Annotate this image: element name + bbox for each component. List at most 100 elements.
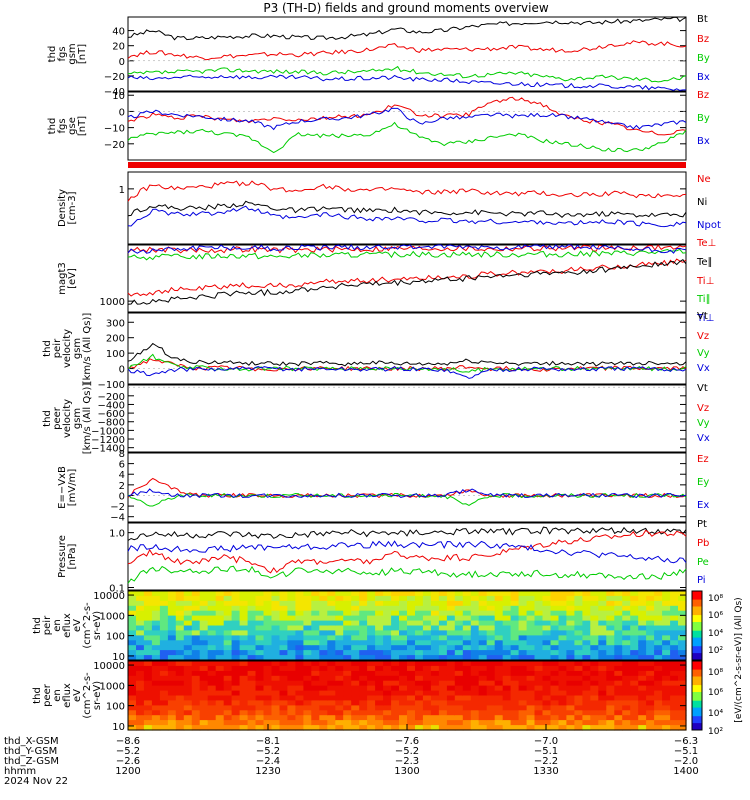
- spectrogram-cell: [351, 610, 360, 617]
- spectrogram-cell: [415, 630, 424, 636]
- spectrogram-cell: [159, 591, 169, 597]
- spectrogram-cell: [638, 695, 647, 701]
- spectrogram-cell: [231, 715, 241, 721]
- spectrogram-cell: [303, 670, 312, 677]
- spectrogram-cell: [654, 630, 663, 636]
- spectrogram-cell: [670, 640, 679, 646]
- spectrogram-cell: [446, 650, 456, 656]
- spectrogram-cell: [630, 670, 639, 677]
- spectrogram-cell: [351, 650, 360, 656]
- spectrogram-cell: [311, 725, 320, 731]
- spectrogram-cell: [151, 710, 161, 716]
- spectrogram-cell: [582, 680, 591, 687]
- spectrogram-cell: [311, 675, 320, 682]
- spectrogram-cell: [128, 670, 137, 677]
- spectrogram-cell: [399, 595, 408, 602]
- spectrogram-cell: [359, 665, 368, 672]
- spectrogram-cell: [502, 685, 512, 692]
- spectrogram-cell: [614, 595, 623, 602]
- spectrogram-cell: [359, 720, 368, 726]
- spectrogram-cell: [654, 615, 663, 622]
- spectrogram-cell: [335, 645, 344, 651]
- colorbar-swatch-peir: [692, 644, 702, 647]
- spectrogram-cell: [438, 640, 448, 646]
- spectrogram-cell: [558, 645, 568, 651]
- spectrogram-cell: [407, 645, 416, 651]
- spectrogram-cell: [422, 710, 432, 716]
- spectrogram-cell: [375, 605, 384, 612]
- spectrogram-cell: [622, 635, 631, 641]
- spectrogram-cell: [614, 661, 623, 667]
- spectrogram-cell: [359, 700, 368, 706]
- spectrogram-cell: [287, 710, 296, 716]
- spectrogram-cell: [239, 675, 249, 682]
- spectrogram-cell: [351, 625, 360, 631]
- spectrogram-cell: [494, 690, 504, 697]
- spectrogram-cell: [526, 655, 536, 661]
- spectrogram-cell: [383, 605, 392, 612]
- spectrogram-cell: [263, 625, 273, 631]
- spectrogram-cell: [191, 680, 201, 687]
- legend-density-2: Npot: [697, 220, 721, 231]
- spectrogram-cell: [287, 650, 296, 656]
- spectrogram-cell: [159, 710, 169, 716]
- spectrogram-cell: [622, 640, 631, 646]
- legend-efield-1: Ey: [697, 477, 709, 488]
- spectrogram-cell: [287, 625, 296, 631]
- spectrogram-cell: [566, 591, 575, 597]
- spectrogram-cell: [295, 610, 304, 617]
- y-axis-label: (cm^2-s-: [82, 602, 93, 649]
- y-axis-label: gsm: [72, 338, 83, 359]
- spectrogram-cell: [247, 685, 257, 692]
- spectrogram-cell: [391, 650, 400, 656]
- spectrogram-cell: [247, 595, 257, 602]
- spectrogram-cell: [359, 690, 368, 697]
- spectrogram-cell: [614, 670, 623, 677]
- spectrogram-cell: [271, 591, 281, 597]
- spectrogram-cell: [303, 605, 312, 612]
- colorbar-swatch-peer: [692, 662, 702, 665]
- spectrogram-cell: [646, 591, 655, 597]
- spectrogram-cell: [295, 620, 304, 627]
- spectrogram-cell: [646, 680, 655, 687]
- spectrogram-cell: [199, 680, 209, 687]
- spectrogram-cell: [550, 635, 560, 641]
- spectrogram-cell: [494, 595, 504, 602]
- spectrogram-cell: [510, 710, 520, 716]
- spectrogram-cell: [590, 640, 599, 646]
- spectrogram-cell: [558, 695, 568, 701]
- spectrogram-cell: [542, 665, 552, 672]
- spectrogram-cell: [462, 630, 472, 636]
- spectrogram-cell: [199, 625, 209, 631]
- spectrogram-cell: [646, 670, 655, 677]
- spectrogram-cell: [630, 665, 639, 672]
- y-tick-label: 1000: [100, 681, 125, 692]
- colorbar-swatch-peer: [692, 695, 702, 698]
- spectrogram-cell: [303, 690, 312, 697]
- spectrogram-cell: [430, 655, 440, 661]
- spectrogram-cell: [630, 715, 639, 721]
- legend-temperature-4: Ti⊥: [696, 313, 714, 324]
- spectrogram-cell: [638, 650, 647, 656]
- spectrogram-cell: [415, 725, 424, 731]
- spectrogram-cell: [446, 700, 456, 706]
- spectrogram-cell: [159, 695, 169, 701]
- spectrogram-cell: [383, 610, 392, 617]
- spectrogram-cell: [239, 630, 249, 636]
- y-tick-label: −100: [98, 380, 125, 391]
- spectrogram-cell: [319, 705, 328, 711]
- spectrogram-cell: [662, 650, 671, 656]
- spectrogram-cell: [311, 670, 320, 677]
- spectrogram-cell: [335, 661, 344, 667]
- spectrogram-cell: [199, 675, 209, 682]
- spectrogram-cell: [558, 620, 568, 627]
- spectrogram-cell: [598, 725, 607, 731]
- spectrogram-cell: [367, 625, 376, 631]
- spectrogram-cell: [279, 630, 289, 636]
- spectrogram-cell: [638, 690, 647, 697]
- colorbar-swatch-peir: [692, 641, 702, 644]
- spectrogram-cell: [550, 700, 560, 706]
- spectrogram-cell: [335, 700, 344, 706]
- spectrogram-cell: [550, 600, 560, 607]
